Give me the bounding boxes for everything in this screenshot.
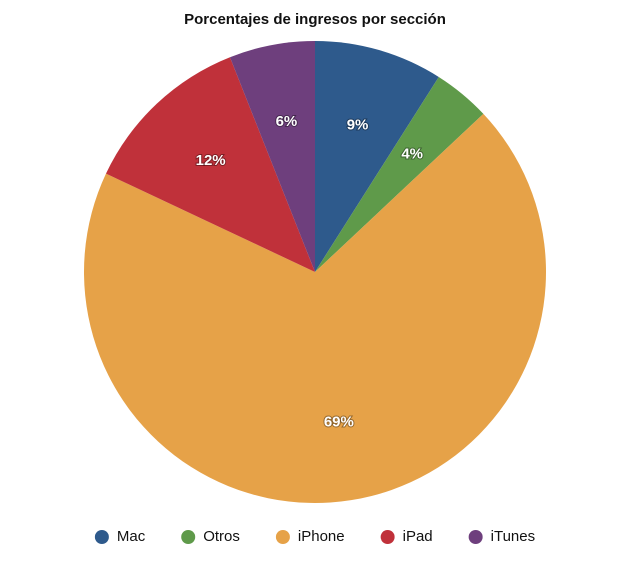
legend-marker (94, 530, 109, 544)
legend-marker (468, 530, 483, 544)
legend-label: Mac (117, 528, 146, 545)
pie-slice (315, 76, 484, 272)
pie-slice (83, 113, 547, 504)
data-label: 6% (276, 113, 298, 130)
legend-marker (275, 530, 290, 544)
legend-marker (380, 530, 395, 544)
pie-slice (105, 57, 315, 272)
legend-label: iTunes (491, 528, 535, 545)
legend-label: Otros (203, 528, 240, 545)
chart-title: Porcentajes de ingresos por sección (184, 11, 446, 28)
pie-slice (315, 41, 439, 272)
legend-label: iPad (403, 528, 433, 545)
legend-marker (181, 530, 196, 544)
data-label: 9% (347, 117, 369, 134)
data-label: 69% (324, 414, 354, 431)
legend-label: iPhone (298, 528, 345, 545)
pie-slice (229, 41, 315, 272)
data-label: 4% (401, 145, 423, 162)
data-label: 12% (196, 152, 226, 169)
